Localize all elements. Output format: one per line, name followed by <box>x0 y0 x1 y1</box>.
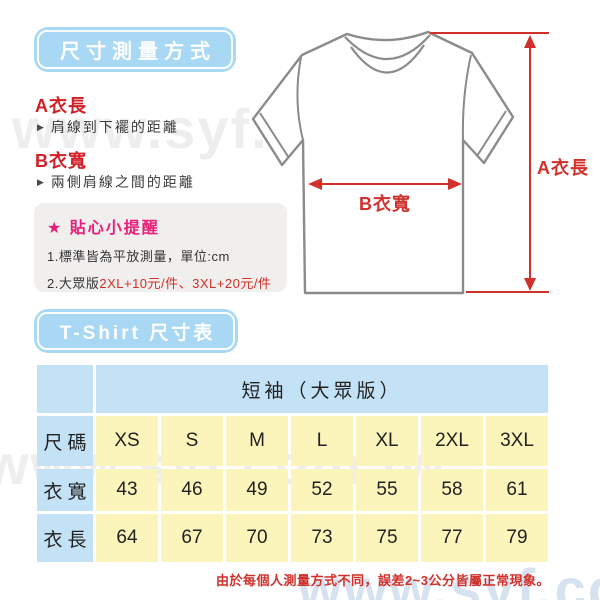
length-value-cell: 73 <box>291 514 353 562</box>
size-name-cell: XL <box>356 416 418 466</box>
length-value-cell: 64 <box>96 514 158 562</box>
length-term-desc-text: 肩線到下襬的距離 <box>50 119 179 135</box>
length-term-desc: ▶ 肩線到下襬的距離 <box>37 117 179 137</box>
width-value-cell: 49 <box>226 469 288 511</box>
size-name-cell: M <box>226 416 288 466</box>
reminder-line-1: 1.標準皆為平放測量，單位:cm <box>47 249 230 264</box>
tolerance-footnote: 由於每個人測量方式不同，誤差2~3公分皆屬正常現象。 <box>215 573 550 588</box>
reminder-box: ★ 貼心小提醒 1.標準皆為平放測量，單位:cm 2.大眾版2XL+10元/件、… <box>34 203 287 292</box>
size-table: 短袖（大眾版） 尺碼 XS S M L XL 2XL 3XL 衣寬 43 46 … <box>37 365 548 562</box>
width-term-desc-text: 兩側肩線之間的距離 <box>50 174 195 190</box>
width-term-label: B衣寬 <box>35 151 87 171</box>
size-name-cell: XS <box>96 416 158 466</box>
width-value-cell: 46 <box>161 469 223 511</box>
tshirt-measurement-diagram: A衣長 B衣寬 <box>251 30 589 295</box>
measure-section-title-badge: 尺寸測量方式 <box>34 27 236 72</box>
width-value-cell: 52 <box>291 469 353 511</box>
bullet-triangle-icon: ▶ <box>37 122 46 132</box>
collar-outer-arc <box>344 34 431 61</box>
length-measure-label: A衣長 <box>537 157 589 178</box>
bullet-triangle-icon: ▶ <box>37 177 46 187</box>
size-name-cell: 3XL <box>486 416 548 466</box>
length-arrow-down <box>524 278 536 291</box>
row-label-width: 衣寬 <box>37 469 93 511</box>
row-label-size: 尺碼 <box>37 416 93 466</box>
width-value-cell: 61 <box>486 469 548 511</box>
collar-inner-arc <box>350 44 425 74</box>
size-name-cell: L <box>291 416 353 466</box>
reminder-title: ★ 貼心小提醒 <box>47 220 160 237</box>
measure-section-title: 尺寸測量方式 <box>60 41 216 63</box>
reminder-line-2: 2.大眾版2XL+10元/件、3XL+20元/件 <box>47 273 274 292</box>
width-value-cell: 58 <box>421 469 483 511</box>
table-corner-cell <box>37 365 93 413</box>
length-value-cell: 70 <box>226 514 288 562</box>
table-header-cell: 短袖（大眾版） <box>96 365 548 413</box>
reminder-line-2-prefix: 2.大眾版 <box>47 276 100 291</box>
width-term-desc: ▶ 兩側肩線之間的距離 <box>37 172 195 192</box>
length-arrow-up <box>524 35 536 48</box>
right-cuff-band <box>476 110 507 157</box>
left-cuff-band <box>259 112 290 159</box>
reminder-line-2-prices: 2XL+10元/件、3XL+20元/件 <box>99 276 272 291</box>
size-table-title-badge: T-Shirt 尺寸表 <box>34 309 238 353</box>
right-armhole-seam <box>461 54 472 141</box>
length-value-cell: 75 <box>356 514 418 562</box>
size-table-title: T-Shirt 尺寸表 <box>59 322 216 344</box>
left-armhole-seam <box>296 56 304 141</box>
length-value-cell: 77 <box>421 514 483 562</box>
row-label-length: 衣長 <box>37 514 93 562</box>
length-value-cell: 67 <box>161 514 223 562</box>
width-arrow-right <box>448 178 462 190</box>
width-value-cell: 55 <box>356 469 418 511</box>
length-value-cell: 79 <box>486 514 548 562</box>
width-value-cell: 43 <box>96 469 158 511</box>
tshirt-outline <box>251 30 515 295</box>
size-name-cell: 2XL <box>421 416 483 466</box>
size-name-cell: S <box>161 416 223 466</box>
width-arrow-left <box>308 178 322 190</box>
length-term-label: A衣長 <box>35 96 87 116</box>
width-measure-label: B衣寬 <box>359 193 411 214</box>
